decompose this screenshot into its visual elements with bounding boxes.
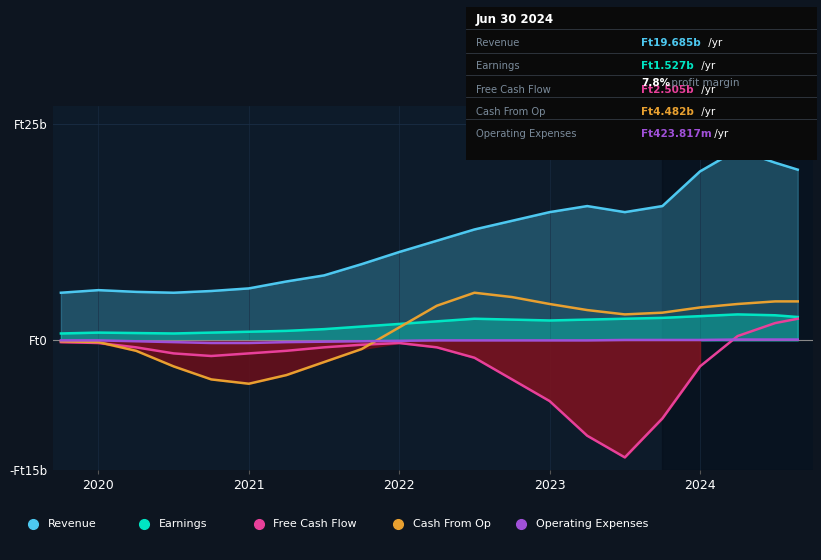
Text: Ft19.685b: Ft19.685b bbox=[641, 38, 701, 48]
Text: Operating Expenses: Operating Expenses bbox=[476, 129, 576, 139]
Text: 7.8%: 7.8% bbox=[641, 78, 670, 88]
Text: /yr: /yr bbox=[698, 85, 715, 95]
Text: Free Cash Flow: Free Cash Flow bbox=[273, 519, 357, 529]
Text: Ft4.482b: Ft4.482b bbox=[641, 107, 694, 117]
Text: Ft1.527b: Ft1.527b bbox=[641, 62, 694, 71]
Text: /yr: /yr bbox=[698, 107, 715, 117]
Text: Free Cash Flow: Free Cash Flow bbox=[476, 85, 551, 95]
Text: /yr: /yr bbox=[698, 62, 715, 71]
Text: Ft2.505b: Ft2.505b bbox=[641, 85, 694, 95]
Text: Operating Expenses: Operating Expenses bbox=[536, 519, 649, 529]
Text: Revenue: Revenue bbox=[48, 519, 96, 529]
Text: Cash From Op: Cash From Op bbox=[476, 107, 545, 117]
Text: profit margin: profit margin bbox=[667, 78, 739, 88]
Text: /yr: /yr bbox=[712, 129, 729, 139]
Text: Jun 30 2024: Jun 30 2024 bbox=[476, 13, 554, 26]
Bar bbox=[663, 106, 821, 470]
Text: Earnings: Earnings bbox=[158, 519, 207, 529]
Text: Ft423.817m: Ft423.817m bbox=[641, 129, 712, 139]
Text: Revenue: Revenue bbox=[476, 38, 520, 48]
Text: Earnings: Earnings bbox=[476, 62, 520, 71]
Text: Cash From Op: Cash From Op bbox=[413, 519, 491, 529]
Text: /yr: /yr bbox=[704, 38, 722, 48]
